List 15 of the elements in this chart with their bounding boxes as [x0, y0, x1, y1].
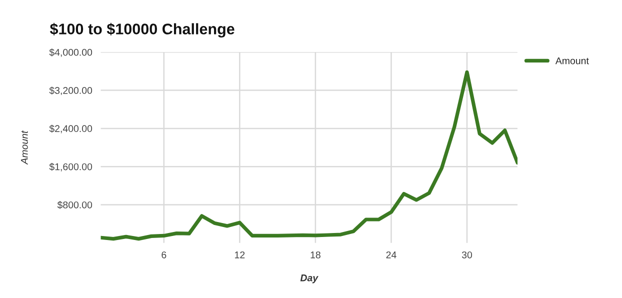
legend-label: Amount: [555, 57, 589, 64]
x-tick-label: 6: [162, 251, 166, 258]
x-tick-label: 12: [235, 251, 245, 258]
x-tick-label: 24: [386, 251, 396, 258]
y-tick-label: $4,000.00: [49, 48, 92, 57]
y-axis-title: Amount: [21, 130, 28, 165]
x-tick-label: 30: [462, 251, 472, 258]
y-tick-label: $2,400.00: [49, 124, 92, 134]
chart-title: $100 to $10000 Challenge: [50, 22, 234, 38]
y-tick-label: $800.00: [57, 201, 92, 209]
x-axis-title: Day: [300, 274, 318, 284]
y-tick-label: $3,200.00: [49, 86, 92, 96]
y-tick-label: $1,600.00: [49, 162, 92, 172]
line-series: [100, 70, 518, 241]
x-tick-label: 18: [310, 251, 320, 258]
